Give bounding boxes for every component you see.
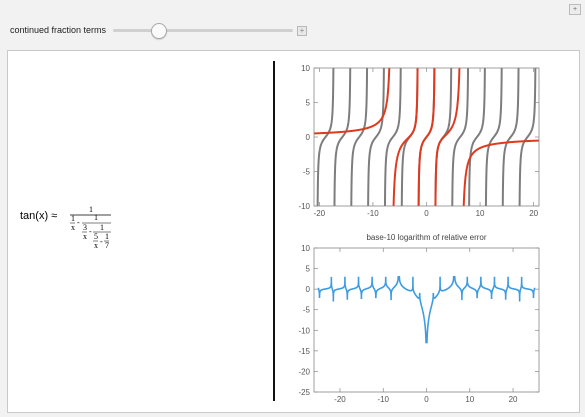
y-tick-label: -25 — [298, 388, 310, 397]
error-chart-title: base-10 logarithm of relative error — [366, 233, 486, 242]
terms-slider-thumb[interactable] — [151, 23, 167, 39]
y-tick-label: -15 — [298, 347, 310, 356]
fraction-svg: 1 1 x - 1 3 x - 1 5 x - 1 7 — [70, 206, 111, 250]
plot-area — [317, 276, 536, 344]
plot-frame — [313, 247, 540, 393]
output-panel: tan(x) ≈ 1 1 x - 1 3 x - 1 5 x - 1 7 -20… — [7, 50, 580, 413]
panel-divider — [273, 61, 275, 401]
fraction-d2a: 3 — [83, 223, 87, 232]
y-tick-label: 0 — [306, 133, 311, 142]
fraction-d4: 7 — [105, 241, 109, 250]
fraction-num-1: 1 — [89, 206, 93, 214]
minus-3: - — [100, 237, 103, 246]
fraction-num-2: 1 — [94, 213, 98, 222]
formula-lhs: tan(x) ≈ — [20, 210, 58, 222]
x-tick-label: 10 — [476, 209, 485, 218]
y-tick-label: -5 — [303, 306, 311, 315]
minus-1: - — [77, 218, 80, 227]
x-tick-label: 20 — [529, 209, 538, 218]
options-menu-button[interactable]: + — [569, 4, 581, 15]
tan-comparison-chart: -20 -10 0 10 20 -10 -5 0 5 10 — [298, 64, 540, 218]
y-tick-label: -10 — [298, 326, 310, 335]
plot-area — [314, 68, 539, 206]
x-tick-label: -20 — [334, 395, 346, 404]
x-tick-label: 0 — [424, 209, 429, 218]
approximation-curve — [314, 68, 539, 206]
fraction-d3b: x — [94, 241, 98, 250]
x-tick-label: 0 — [424, 395, 429, 404]
x-tick-label: -20 — [314, 209, 326, 218]
fraction-d1b: x — [71, 223, 75, 232]
y-tick-label: 0 — [306, 285, 311, 294]
y-tick-label: 10 — [301, 64, 310, 73]
y-tick-label: 5 — [306, 265, 311, 274]
x-tick-label: 10 — [465, 395, 474, 404]
relative-error-chart: base-10 logarithm of relative error -20 -1… — [298, 233, 540, 404]
expand-controls-button[interactable]: + — [297, 26, 307, 36]
x-tick-label: -10 — [367, 209, 379, 218]
slider-label: continued fraction terms — [10, 25, 107, 35]
x-tick-label: 20 — [509, 395, 518, 404]
y-tick-label: -20 — [298, 367, 310, 376]
fraction-num-3: 1 — [100, 223, 104, 232]
minus-2: - — [89, 227, 92, 236]
y-tick-label: 10 — [301, 244, 310, 253]
fraction-d1a: 1 — [71, 214, 75, 223]
x-tick-label: -10 — [377, 395, 389, 404]
terms-slider-track[interactable] — [113, 29, 293, 32]
fraction-num-4: 1 — [105, 232, 109, 241]
fraction-d2b: x — [83, 232, 87, 241]
y-tick-label: -5 — [303, 168, 311, 177]
y-tick-label: -10 — [298, 202, 310, 211]
y-tick-label: 5 — [306, 99, 311, 108]
fraction-d3a: 5 — [94, 232, 98, 241]
error-curve — [317, 276, 536, 344]
